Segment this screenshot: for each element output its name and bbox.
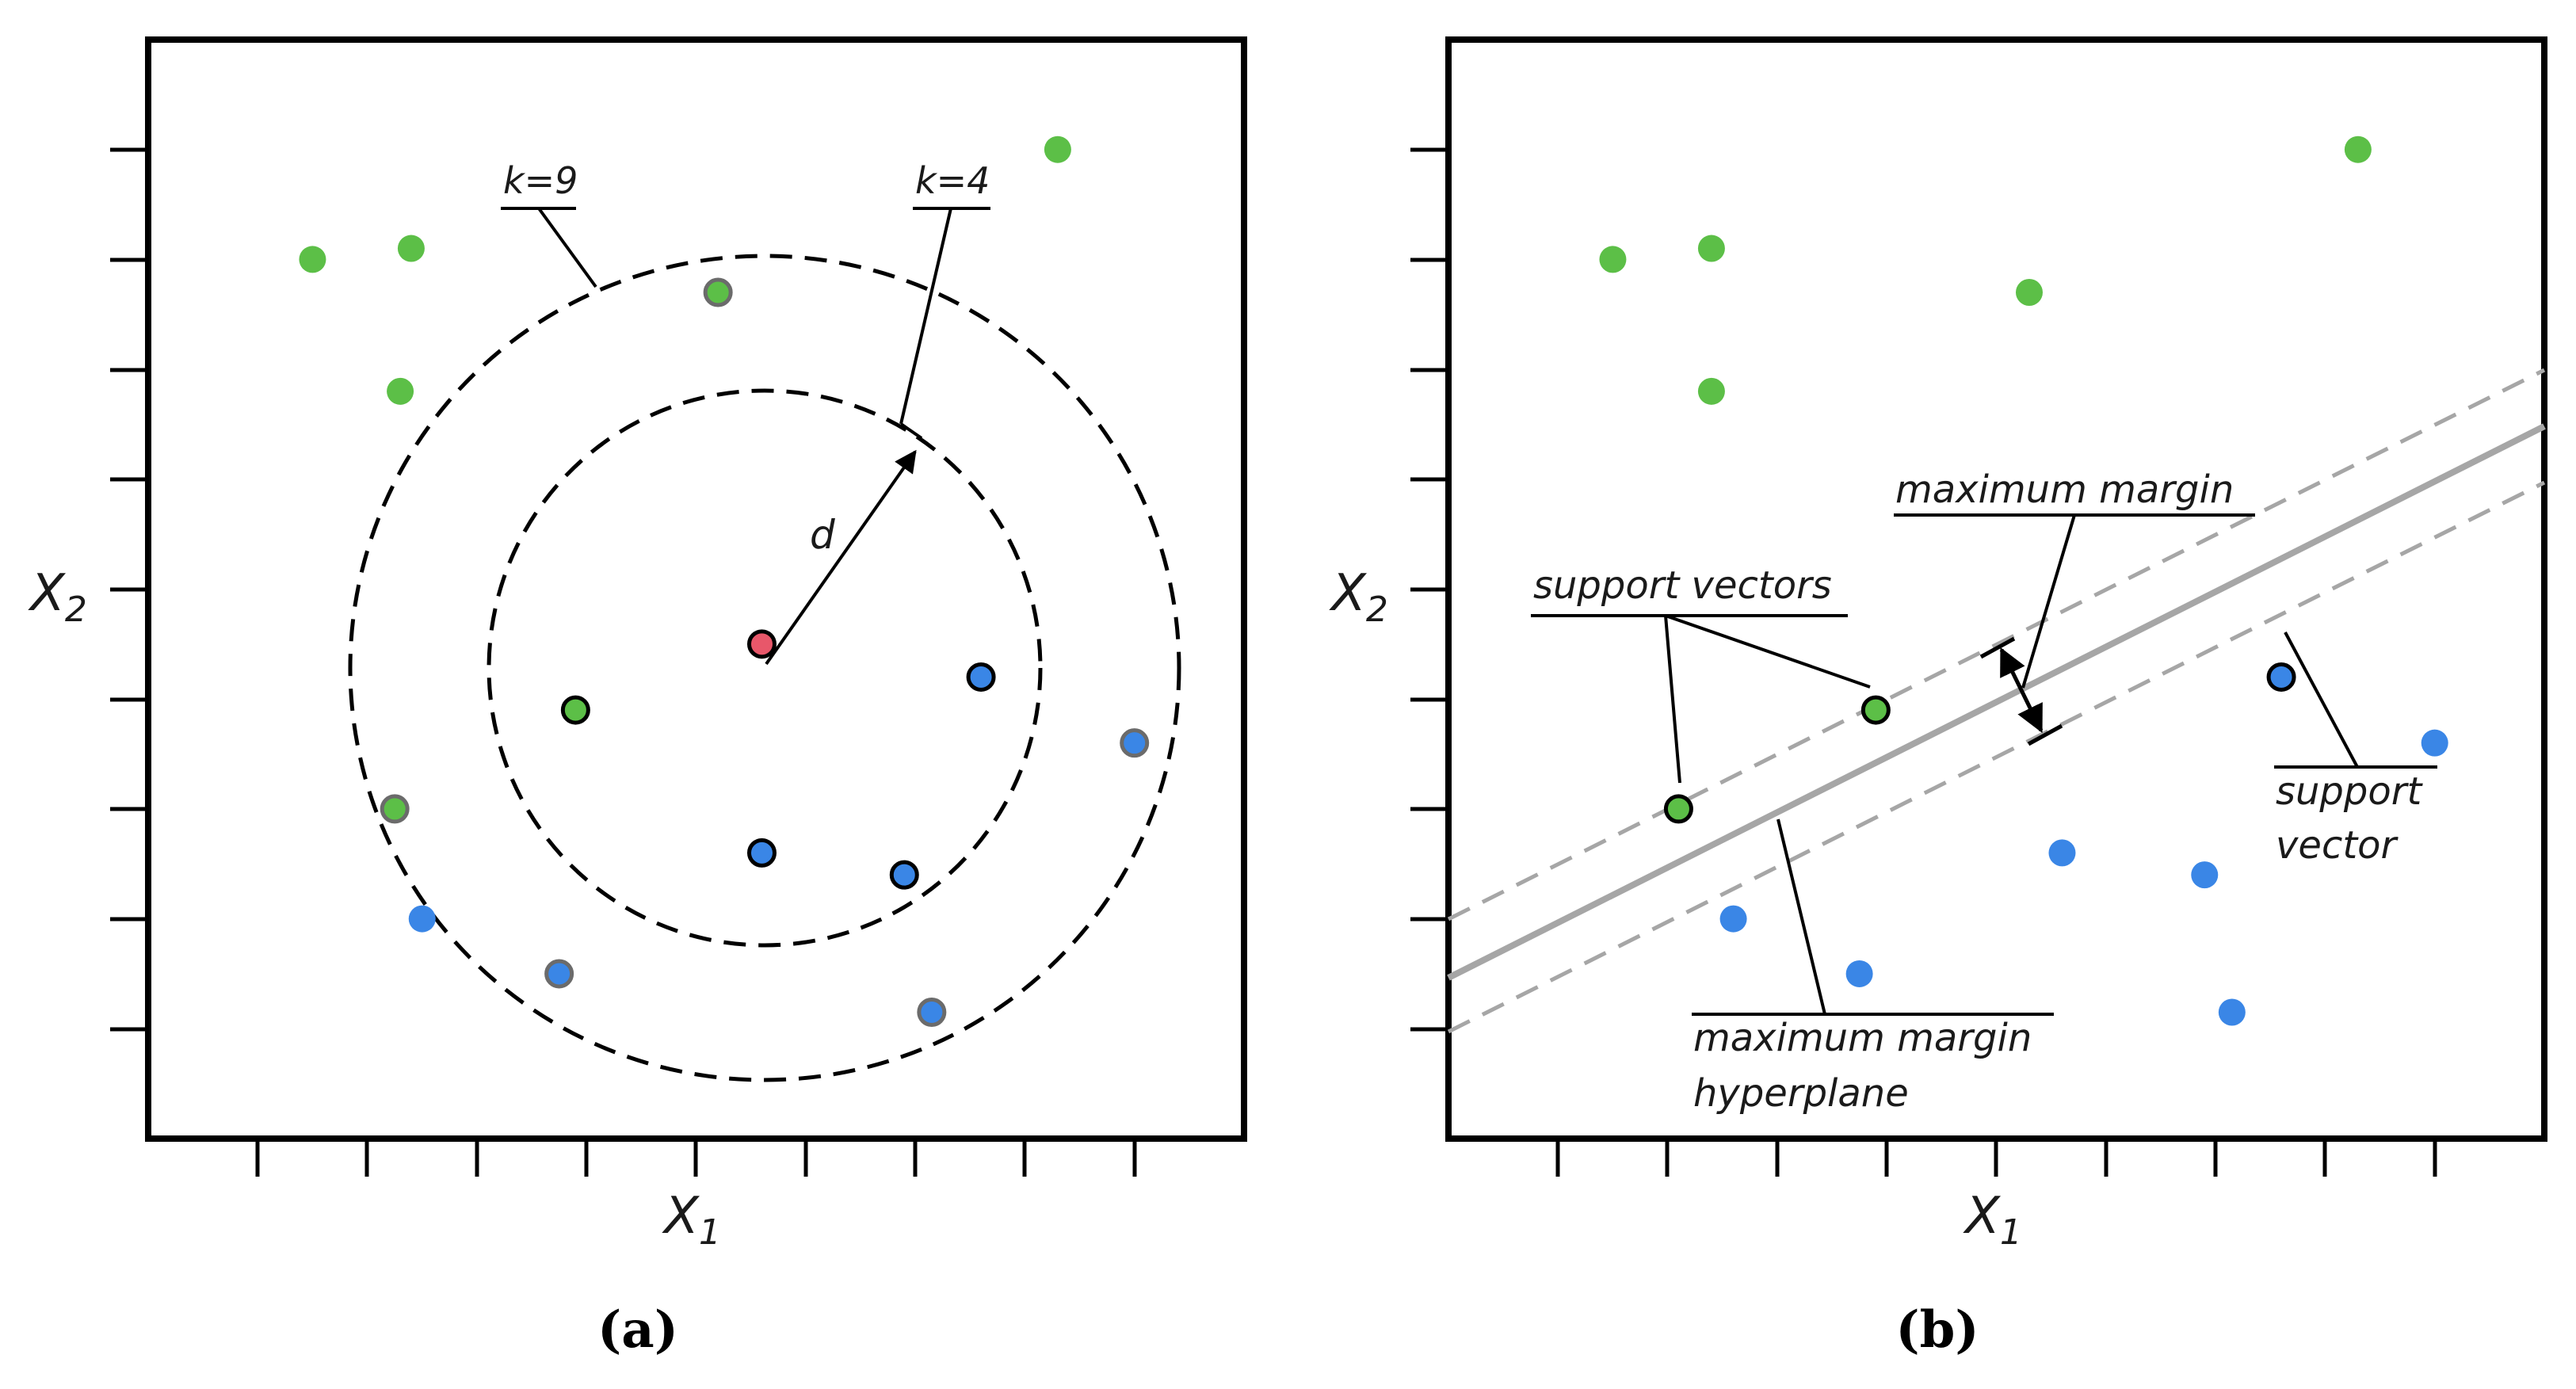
green-data-point <box>380 794 410 824</box>
green-data-point <box>397 235 425 262</box>
blue-data-point <box>408 905 436 933</box>
hyperplane-label-line1: maximum margin <box>1693 1016 2032 1060</box>
hyperplane-line <box>1447 423 2546 981</box>
blue-data-point <box>1845 960 1873 987</box>
green-data-point <box>560 695 590 725</box>
k4-leader-tick <box>899 422 923 440</box>
green-data-point <box>299 246 326 273</box>
k4-circle <box>487 388 1043 948</box>
max-margin-label: maximum margin <box>1895 467 2234 512</box>
panel-b-points <box>1599 135 2448 1026</box>
green-data-point <box>387 377 414 405</box>
panel-a-x-axis-label: X1 <box>662 1187 721 1253</box>
panel-b-y-ticks <box>1410 147 1448 1032</box>
panel-b-y-axis-label: X2 <box>1329 564 1388 630</box>
max-margin-leader <box>2021 514 2076 689</box>
support-vectors-label: support vectors <box>1533 563 1832 608</box>
margin-upper-line <box>1447 368 2546 922</box>
k4-label: k=4 <box>915 159 990 202</box>
support-vectors-leader-2 <box>1665 614 1871 689</box>
margin-lower-line <box>1447 480 2546 1034</box>
blue-data-point <box>2218 998 2246 1026</box>
support-vector-label-line2: vector <box>2276 823 2399 868</box>
blue-data-point <box>2421 729 2448 757</box>
blue-data-point <box>544 959 574 989</box>
margin-arrow-cap-top <box>1979 636 2016 659</box>
panel-a-frame <box>145 36 1247 1142</box>
panel-a-y-axis-label: X2 <box>28 564 87 630</box>
blue-data-point <box>746 838 777 868</box>
blue-data-point <box>2266 662 2296 692</box>
green-data-point <box>1860 695 1891 725</box>
blue-data-point <box>2191 861 2219 889</box>
green-data-point <box>2344 135 2372 163</box>
support-vector-leader <box>2284 632 2359 768</box>
panel-a-x-ticks <box>255 1139 1137 1177</box>
blue-data-point <box>1120 728 1150 758</box>
panel-a-points <box>299 135 1150 1027</box>
blue-data-point <box>1719 905 1747 933</box>
green-data-point <box>703 277 733 307</box>
blue-data-point <box>889 860 919 890</box>
hyperplane-label-line2: hyperplane <box>1693 1071 1909 1116</box>
k9-leader <box>537 207 597 288</box>
blue-data-point <box>966 662 996 692</box>
k9-label: k=9 <box>503 159 578 202</box>
query-point <box>746 629 777 659</box>
blue-data-point <box>2048 839 2076 867</box>
hyperplane-leader <box>1776 819 1826 1015</box>
panel-b-x-ticks <box>1555 1139 2437 1177</box>
green-data-point <box>1697 377 1725 405</box>
support-vector-label-line1: support <box>2276 769 2423 814</box>
k9-circle <box>348 254 1181 1082</box>
panel-b-x-axis-label: X1 <box>1963 1187 2022 1253</box>
green-data-point <box>1697 235 1725 262</box>
green-data-point <box>2015 279 2043 307</box>
blue-data-point <box>917 997 947 1027</box>
panel-b-caption: (b) <box>1895 1300 1979 1360</box>
panel-a: k=9 k=4 d X1 X2 (a) <box>28 36 1247 1360</box>
k4-leader <box>899 208 952 425</box>
margin-arrow-cap-bottom <box>2027 723 2063 746</box>
support-vectors-leader-1 <box>1664 615 1681 784</box>
distance-arrow <box>765 449 917 666</box>
panel-a-caption: (a) <box>597 1300 678 1360</box>
green-data-point <box>1599 246 1627 273</box>
panel-a-y-ticks <box>110 147 148 1032</box>
green-data-point <box>1044 135 1071 163</box>
margin-arrow <box>1999 647 2044 734</box>
panel-b: maximum margin support vectors support v… <box>1329 36 2547 1360</box>
green-data-point <box>1663 794 1693 824</box>
distance-label: d <box>810 512 835 558</box>
